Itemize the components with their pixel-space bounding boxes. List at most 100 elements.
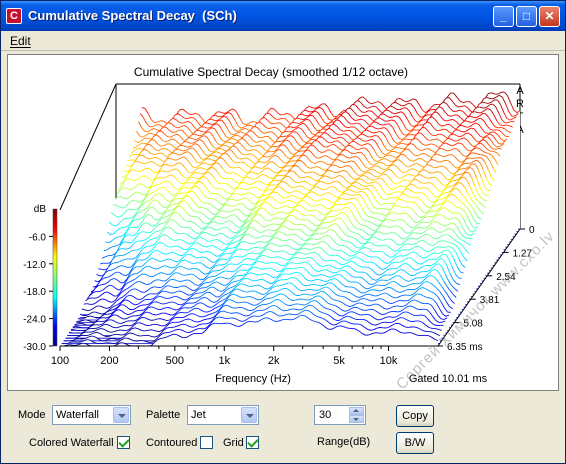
trace-segment <box>370 144 375 150</box>
trace-segment <box>101 268 105 271</box>
trace-segment <box>237 288 242 291</box>
trace-segment <box>354 250 359 253</box>
trace-segment <box>343 251 348 255</box>
close-button[interactable]: ✕ <box>539 6 560 27</box>
trace-segment <box>376 200 380 205</box>
trace-segment <box>220 157 225 161</box>
trace-segment <box>298 166 303 171</box>
trace-segment <box>413 273 418 276</box>
trace-segment <box>298 262 303 265</box>
trace-segment <box>147 129 152 133</box>
trace-segment <box>466 225 471 232</box>
trace-segment <box>404 257 409 260</box>
trace-segment <box>249 217 253 221</box>
trace-segment <box>252 206 257 211</box>
trace-segment <box>268 127 273 130</box>
perspective-line <box>59 83 117 211</box>
trace-segment <box>169 238 174 241</box>
trace-segment <box>117 279 121 284</box>
trace-segment <box>301 242 305 246</box>
trace-segment <box>157 229 162 232</box>
trace-segment <box>152 146 157 151</box>
trace-segment <box>378 159 382 162</box>
trace-segment <box>287 200 291 202</box>
title-bar[interactable]: C Cumulative Spectral Decay (SCh) _ □ ✕ <box>1 1 565 31</box>
trace-segment <box>422 187 426 189</box>
trace-segment <box>384 292 388 295</box>
trace-segment <box>333 259 338 263</box>
trace-segment <box>262 113 267 118</box>
trace-segment <box>121 289 125 293</box>
trace-segment <box>357 100 361 103</box>
trace-segment <box>195 151 200 157</box>
trace-segment <box>454 212 458 214</box>
trace-segment <box>106 264 111 270</box>
trace-segment <box>354 185 358 189</box>
trace-segment <box>479 186 484 193</box>
trace-segment <box>187 188 192 193</box>
trace-segment <box>291 128 296 132</box>
maximize-button[interactable]: □ <box>516 6 537 27</box>
trace-segment <box>221 253 225 257</box>
trace-segment <box>403 254 407 257</box>
trace-segment <box>93 291 97 293</box>
trace-segment <box>432 243 436 246</box>
trace-segment <box>127 223 132 230</box>
trace-segment <box>160 307 165 310</box>
trace-segment <box>464 186 469 194</box>
trace-segment <box>322 231 326 235</box>
trace-segment <box>446 285 451 291</box>
trace-segment <box>250 149 254 152</box>
trace-segment <box>125 187 130 190</box>
trace-segment <box>167 258 172 261</box>
trace-segment <box>335 293 339 297</box>
trace-segment <box>160 234 165 237</box>
trace-segment <box>121 282 126 289</box>
trace-segment <box>151 199 155 203</box>
trace-segment <box>147 113 152 121</box>
trace-segment <box>316 186 320 189</box>
trace-segment <box>134 310 138 313</box>
trace-segment <box>400 198 405 202</box>
menu-edit[interactable]: Edit <box>10 34 31 48</box>
trace-segment <box>92 302 97 305</box>
trace-segment <box>355 119 359 121</box>
trace-segment <box>195 181 200 184</box>
trace-segment <box>108 313 113 318</box>
trace-segment <box>267 107 272 112</box>
trace-segment <box>149 281 154 285</box>
trace-segment <box>312 144 316 148</box>
trace-segment <box>365 126 369 131</box>
trace-segment <box>461 172 466 177</box>
trace-segment <box>135 253 140 259</box>
trace-segment <box>148 275 152 278</box>
trace-segment <box>458 105 462 108</box>
trace-segment <box>218 207 223 212</box>
trace-segment <box>363 105 368 109</box>
minimize-button[interactable]: _ <box>493 6 514 27</box>
trace-segment <box>145 222 150 225</box>
trace-segment <box>139 223 144 229</box>
trace-segment <box>255 241 260 244</box>
trace-segment <box>348 182 352 184</box>
trace-segment <box>464 147 469 152</box>
trace-segment <box>212 294 217 298</box>
trace-segment <box>289 141 293 147</box>
trace-segment <box>264 209 269 214</box>
trace-segment <box>401 219 406 223</box>
trace-segment <box>297 257 301 260</box>
trace-segment <box>399 206 403 208</box>
trace-segment <box>281 231 285 235</box>
trace-segment <box>249 264 254 269</box>
brand-letter: T <box>517 111 524 123</box>
trace-segment <box>298 135 303 141</box>
trace-segment <box>164 206 168 209</box>
trace-segment <box>181 217 186 221</box>
trace-segment <box>194 222 199 227</box>
trace-segment <box>217 228 222 231</box>
trace-segment <box>186 177 191 181</box>
trace-segment <box>238 280 242 284</box>
trace-segment <box>400 294 404 297</box>
trace-segment <box>303 149 308 153</box>
trace-segment <box>471 121 475 124</box>
